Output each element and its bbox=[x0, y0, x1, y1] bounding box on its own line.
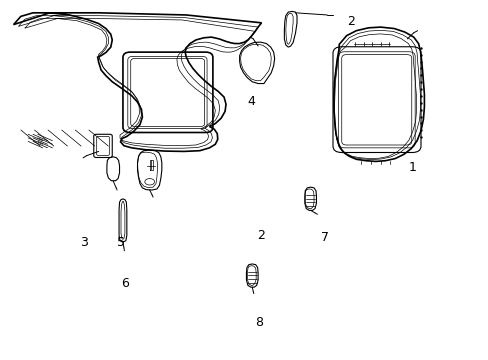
Text: 1: 1 bbox=[407, 161, 415, 174]
Text: 3: 3 bbox=[80, 236, 88, 249]
Text: 7: 7 bbox=[320, 231, 328, 244]
Text: 5: 5 bbox=[116, 236, 124, 249]
Text: 8: 8 bbox=[255, 316, 263, 329]
Text: 2: 2 bbox=[347, 14, 355, 27]
Text: 6: 6 bbox=[121, 277, 129, 290]
Text: 2: 2 bbox=[257, 229, 265, 242]
Text: 4: 4 bbox=[247, 95, 255, 108]
